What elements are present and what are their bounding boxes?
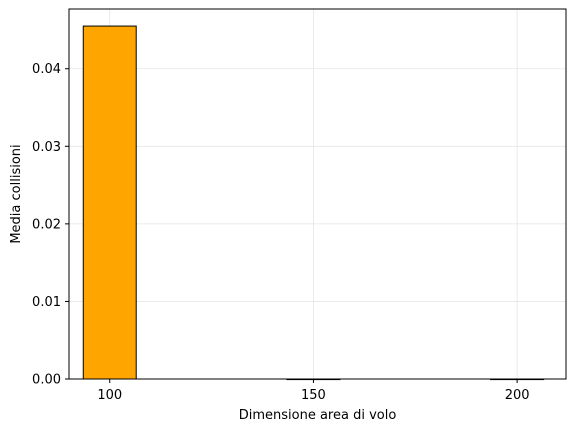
grid: [69, 9, 566, 380]
x-tick-label: 100: [97, 388, 122, 403]
x-tick-label: 150: [301, 388, 326, 403]
y-tick-label: 0.01: [32, 295, 61, 310]
y-tick-label: 0.03: [32, 140, 61, 155]
x-tick-label: 200: [505, 388, 530, 403]
y-tick-label: 0.02: [32, 217, 61, 232]
y-tick-label: 0.00: [32, 373, 61, 388]
bar: [82, 25, 137, 380]
y-axis: 0.00 0.01 0.02 0.03 0.04: [32, 62, 69, 388]
y-axis-label: Media collisioni: [9, 144, 24, 243]
x-axis-label: Dimensione area di volo: [239, 408, 397, 423]
plot-frame: [68, 8, 567, 380]
x-axis: 100 150 200: [97, 379, 530, 403]
y-tick-label: 0.04: [32, 62, 61, 77]
